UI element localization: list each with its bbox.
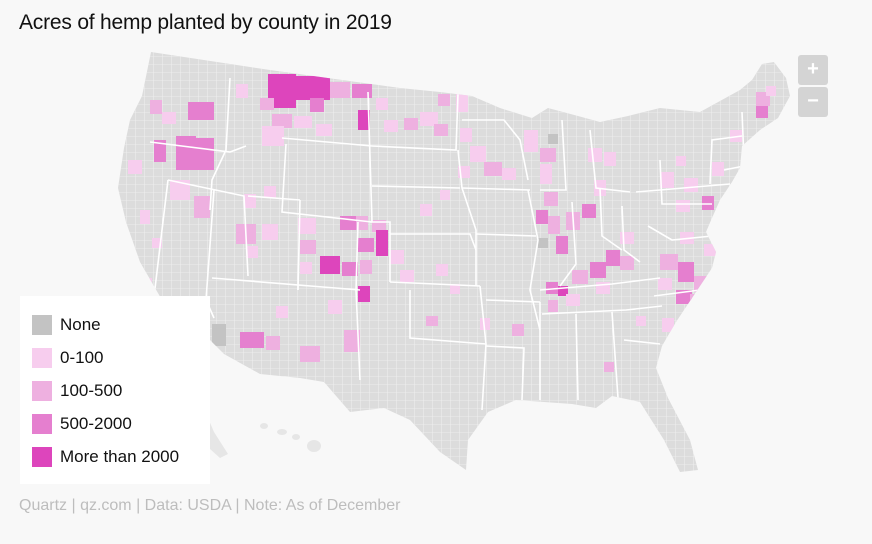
zoom-in-button[interactable]: + (798, 55, 828, 85)
legend-swatch (32, 348, 52, 368)
legend-item-none: None (32, 314, 101, 336)
legend-swatch (32, 447, 52, 467)
legend-label: None (60, 315, 101, 334)
legend-swatch (32, 414, 52, 434)
legend-item-0-100: 0-100 (32, 347, 103, 369)
legend-swatch (32, 315, 52, 335)
legend-label: More than 2000 (60, 447, 180, 466)
legend-label: 0-100 (60, 348, 104, 367)
legend-item-more-than-2000: More than 2000 (32, 446, 179, 468)
map-title: Acres of hemp planted by county in 2019 (19, 11, 392, 34)
legend-swatch (32, 381, 52, 401)
legend-label: 500-2000 (60, 414, 132, 433)
map-canvas[interactable] (0, 40, 872, 480)
us-county-map[interactable] (0, 40, 872, 480)
hawaii-inset (260, 423, 321, 452)
legend-item-500-2000: 500-2000 (32, 413, 132, 435)
legend-label: 100-500 (60, 381, 123, 400)
legend-item-100-500: 100-500 (32, 380, 122, 402)
state-borders (149, 77, 745, 411)
source-note: Quartz | qz.com | Data: USDA | Note: As … (19, 497, 401, 514)
map-legend: None 0-100 100-500 500-2000 More than 20… (20, 296, 210, 484)
zoom-out-button[interactable]: − (798, 87, 828, 117)
